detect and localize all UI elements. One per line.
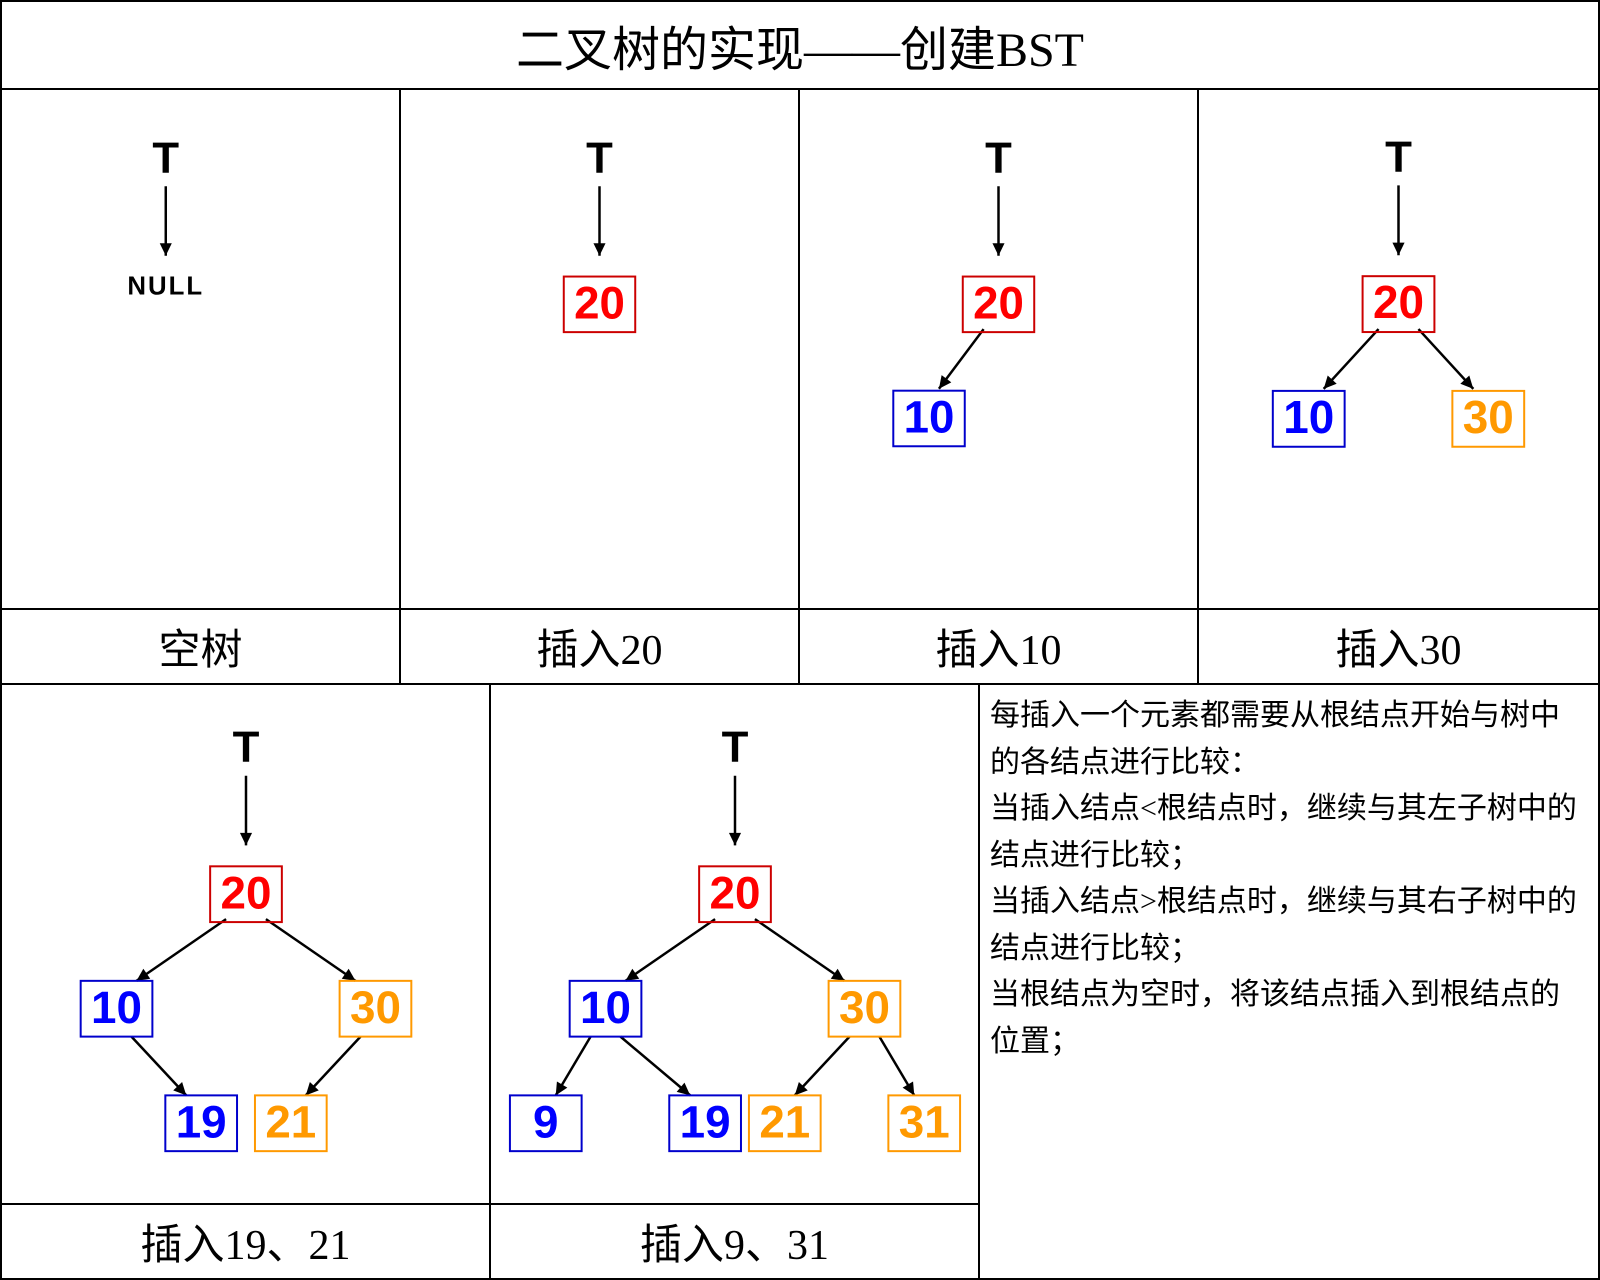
svg-text:20: 20 (574, 277, 625, 328)
label-insert-20: 插入20 (401, 610, 800, 683)
cell-insert-20: T 20 (401, 90, 800, 608)
svg-text:20: 20 (973, 277, 1024, 328)
cell-insert-19-21: T 20 10 30 19 21 (2, 685, 491, 1203)
row1-labels: 空树 插入20 插入10 插入30 (2, 610, 1598, 685)
svg-text:20: 20 (710, 867, 761, 918)
cell-insert-30: T 20 10 30 (1199, 90, 1598, 608)
svg-text:T: T (152, 133, 179, 182)
svg-text:10: 10 (580, 982, 631, 1033)
svg-text:21: 21 (759, 1096, 810, 1147)
svg-text:T: T (722, 723, 749, 772)
svg-text:19: 19 (680, 1096, 731, 1147)
label-empty: 空树 (2, 610, 401, 683)
label-insert-19-21: 插入19、21 (2, 1205, 491, 1278)
svg-text:31: 31 (899, 1096, 950, 1147)
description-text: 每插入一个元素都需要从根结点开始与树中的各结点进行比较： 当插入结点<根结点时，… (980, 685, 1598, 1245)
svg-text:T: T (233, 723, 260, 772)
description-cell: 每插入一个元素都需要从根结点开始与树中的各结点进行比较： 当插入结点<根结点时，… (980, 685, 1598, 1203)
page-title: 二叉树的实现——创建BST (2, 2, 1598, 90)
svg-text:19: 19 (176, 1096, 227, 1147)
svg-text:10: 10 (91, 982, 142, 1033)
svg-text:10: 10 (904, 392, 955, 443)
svg-text:30: 30 (1463, 391, 1514, 443)
svg-text:10: 10 (1283, 391, 1334, 443)
svg-text:NULL: NULL (127, 272, 204, 300)
svg-text:30: 30 (839, 982, 890, 1033)
row1-diagrams: T NULL T 20 T 20 10 T 20 10 30 (2, 90, 1598, 610)
svg-text:21: 21 (265, 1096, 316, 1147)
bst-diagram-container: 二叉树的实现——创建BST T NULL T 20 T 20 10 T 20 10 30 空树… (0, 0, 1600, 1280)
svg-text:30: 30 (350, 982, 401, 1033)
svg-text:20: 20 (221, 867, 272, 918)
svg-text:T: T (1385, 132, 1412, 181)
label-insert-9-31: 插入9、31 (491, 1205, 980, 1278)
cell-insert-10: T 20 10 (800, 90, 1199, 608)
cell-empty-tree: T NULL (2, 90, 401, 608)
row2-diagrams: T 20 10 30 19 21 T 20 10 30 9 19 21 31 每插入一个元素都需要从根结… (2, 685, 1598, 1205)
svg-text:9: 9 (533, 1096, 558, 1147)
svg-text:T: T (985, 133, 1012, 182)
label-insert-10: 插入10 (800, 610, 1199, 683)
svg-text:T: T (586, 133, 613, 182)
label-insert-30: 插入30 (1199, 610, 1598, 683)
svg-text:20: 20 (1373, 276, 1424, 328)
cell-insert-9-31: T 20 10 30 9 19 21 31 (491, 685, 980, 1203)
